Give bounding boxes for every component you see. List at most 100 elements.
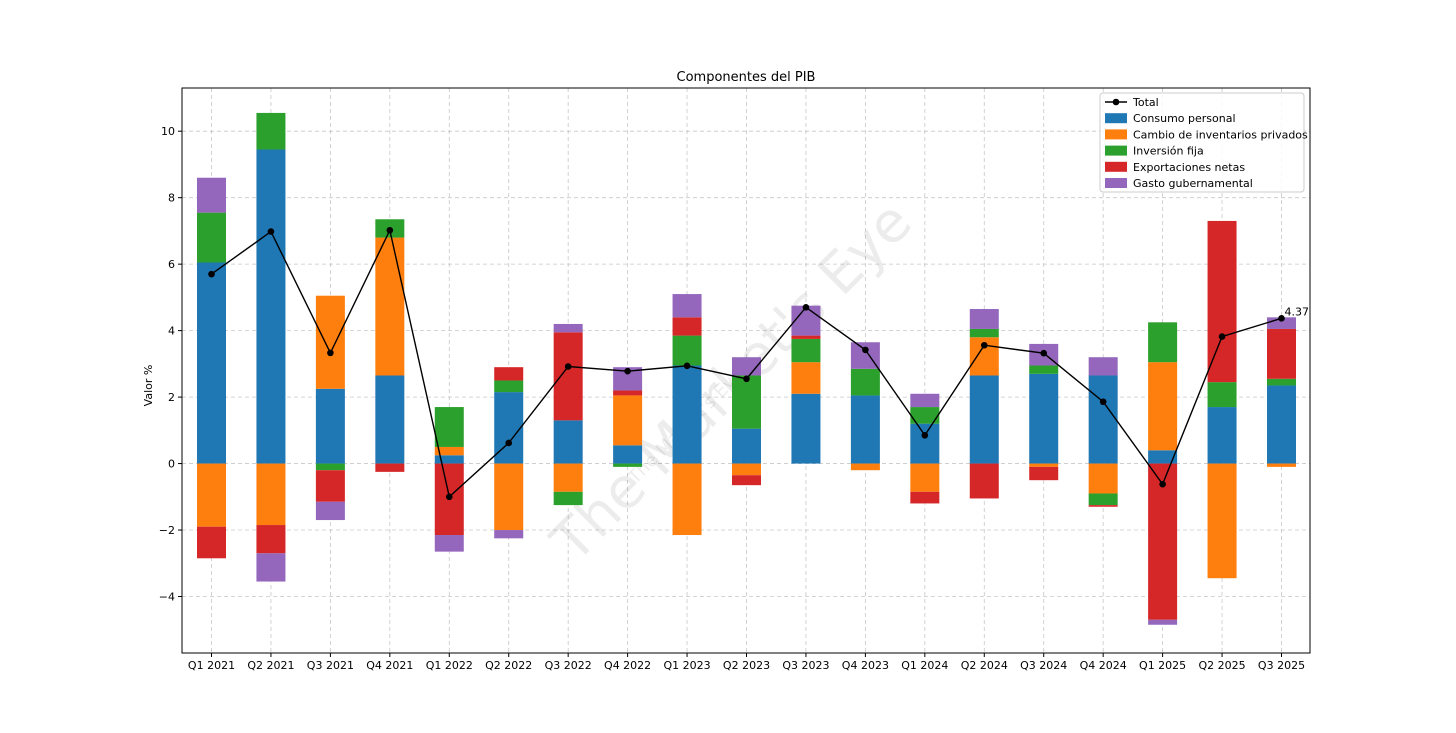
- legend-label-exportaciones-netas: Exportaciones netas: [1133, 161, 1245, 174]
- y-tick-label: −2: [159, 524, 175, 537]
- bar-cambio-de-inventarios-privados-q2-2025: [1207, 463, 1237, 579]
- legend-swatch-gasto-gubernamental: [1105, 178, 1127, 188]
- bar-inversi-n-fija-q2-2023: [732, 375, 761, 429]
- bar-inversi-n-fija-q3-2024: [1029, 365, 1059, 374]
- bar-consumo-personal-q4-2022: [613, 445, 643, 464]
- bar-exportaciones-netas-q2-2024: [969, 463, 999, 499]
- bar-consumo-personal-q3-2023: [791, 393, 821, 464]
- bar-exportaciones-netas-q1-2025: [1148, 463, 1178, 620]
- bar-cambio-de-inventarios-privados-q3-2023: [791, 362, 821, 394]
- legend-label-cambio-de-inventarios-privados: Cambio de inventarios privados: [1133, 128, 1308, 141]
- bar-consumo-personal-q1-2023: [672, 365, 702, 464]
- bar-consumo-personal-q3-2024: [1029, 373, 1059, 464]
- bar-consumo-personal-q2-2024: [969, 375, 999, 464]
- bar-consumo-personal-q2-2023: [732, 428, 761, 464]
- bar-consumo-personal-q1-2024: [910, 423, 940, 464]
- bar-gasto-gubernamental-q1-2022: [434, 535, 464, 552]
- bar-cambio-de-inventarios-privados-q4-2024: [1088, 463, 1118, 494]
- legend-label-inversi-n-fija: Inversión fija: [1133, 145, 1204, 158]
- bar-consumo-personal-q1-2022: [434, 455, 464, 464]
- bar-inversi-n-fija-q1-2021: [197, 212, 226, 263]
- bar-exportaciones-netas-q3-2023: [791, 335, 821, 339]
- total-point-q4-2021: [386, 226, 394, 234]
- bar-gasto-gubernamental-q3-2022: [553, 323, 583, 333]
- bar-cambio-de-inventarios-privados-q2-2021: [256, 463, 286, 526]
- bar-exportaciones-netas-q3-2025: [1267, 328, 1296, 379]
- bar-exportaciones-netas-q1-2023: [672, 317, 702, 336]
- legend-swatch-inversi-n-fija: [1105, 145, 1127, 156]
- legend-swatch-exportaciones-netas: [1105, 161, 1127, 172]
- legend-swatch-cambio-de-inventarios-privados: [1105, 129, 1127, 140]
- bar-cambio-de-inventarios-privados-q3-2022: [553, 463, 583, 492]
- bar-consumo-personal-q3-2025: [1267, 385, 1296, 464]
- bar-exportaciones-netas-q3-2021: [315, 470, 345, 502]
- total-line: 4.37: [208, 226, 1309, 501]
- x-tick-label: Q3 2021: [307, 659, 354, 672]
- legend-label-gasto-gubernamental: Gasto gubernamental: [1133, 177, 1253, 190]
- bar-exportaciones-netas-q1-2021: [197, 526, 226, 559]
- bar-exportaciones-netas-q4-2024: [1088, 505, 1118, 507]
- bar-exportaciones-netas-q3-2024: [1029, 466, 1059, 481]
- bar-inversi-n-fija-q3-2023: [791, 338, 821, 363]
- total-point-q4-2023: [862, 346, 869, 354]
- bar-cambio-de-inventarios-privados-q4-2022: [613, 395, 643, 446]
- total-point-q1-2025: [1159, 480, 1166, 488]
- total-point-q3-2023: [802, 304, 810, 311]
- bar-consumo-personal-q4-2023: [850, 395, 880, 464]
- y-tick-label: 4: [168, 325, 175, 338]
- x-tick-label: Q4 2024: [1080, 659, 1127, 672]
- legend-label-total: Total: [1132, 96, 1159, 109]
- legend-box: [1099, 92, 1305, 193]
- total-point-q2-2024: [980, 341, 988, 349]
- bar-consumo-personal-q1-2025: [1148, 450, 1178, 464]
- x-tick-label: Q1 2023: [663, 659, 710, 672]
- bar-consumo-personal-q4-2021: [375, 375, 405, 464]
- x-tick-label: Q2 2021: [247, 659, 294, 672]
- x-tick-label: Q2 2022: [485, 659, 532, 672]
- x-tick-label: Q3 2022: [545, 659, 592, 672]
- x-tick-label: Q2 2023: [723, 659, 770, 672]
- legend-marker-total: [1112, 98, 1120, 106]
- x-tick-label: Q4 2022: [604, 659, 651, 672]
- bar-cambio-de-inventarios-privados-q4-2021: [375, 237, 405, 376]
- total-point-q2-2023: [743, 375, 750, 383]
- x-tick-label: Q3 2024: [1020, 659, 1067, 672]
- bar-gasto-gubernamental-q1-2025: [1148, 619, 1178, 625]
- bar-gasto-gubernamental-q3-2025: [1267, 317, 1296, 329]
- bar-inversi-n-fija-q1-2025: [1148, 322, 1178, 363]
- bar-gasto-gubernamental-q1-2024: [910, 393, 940, 408]
- legend-swatch-consumo-personal: [1105, 113, 1127, 124]
- bar-cambio-de-inventarios-privados-q1-2022: [434, 446, 464, 456]
- bar-gasto-gubernamental-q1-2021: [197, 177, 226, 213]
- bar-gasto-gubernamental-q2-2022: [494, 530, 524, 539]
- bar-exportaciones-netas-q1-2024: [910, 491, 940, 504]
- total-point-q3-2021: [327, 349, 334, 357]
- bar-inversi-n-fija-q3-2021: [315, 463, 345, 471]
- bar-cambio-de-inventarios-privados-q1-2025: [1148, 362, 1178, 451]
- x-tick-label: Q2 2024: [961, 659, 1008, 672]
- bar-inversi-n-fija-q2-2025: [1207, 382, 1237, 408]
- bar-inversi-n-fija-q4-2023: [850, 368, 880, 396]
- x-tick-label: Q4 2021: [366, 659, 413, 672]
- bar-exportaciones-netas-q4-2021: [375, 463, 405, 472]
- bar-consumo-personal-q2-2021: [256, 149, 286, 464]
- y-tick-label: 10: [161, 125, 175, 138]
- bar-gasto-gubernamental-q3-2021: [315, 501, 345, 521]
- bar-consumo-personal-q4-2024: [1088, 375, 1118, 464]
- bar-cambio-de-inventarios-privados-q2-2023: [732, 463, 761, 476]
- bar-inversi-n-fija-q1-2024: [910, 407, 940, 424]
- x-tick-label: Q3 2025: [1258, 659, 1305, 672]
- x-tick-label: Q1 2025: [1139, 659, 1186, 672]
- bar-consumo-personal-q1-2021: [197, 262, 226, 464]
- bar-inversi-n-fija-q4-2022: [613, 463, 643, 467]
- total-point-q3-2022: [564, 363, 572, 370]
- bar-cambio-de-inventarios-privados-q4-2023: [850, 463, 880, 471]
- bar-exportaciones-netas-q2-2021: [256, 525, 286, 554]
- x-tick-label: Q3 2023: [782, 659, 829, 672]
- bar-cambio-de-inventarios-privados-q3-2021: [315, 295, 345, 389]
- bar-consumo-personal-q3-2022: [553, 420, 583, 464]
- bar-cambio-de-inventarios-privados-q2-2022: [494, 463, 524, 531]
- bar-cambio-de-inventarios-privados-q3-2025: [1267, 463, 1296, 467]
- bar-exportaciones-netas-q4-2022: [613, 390, 643, 396]
